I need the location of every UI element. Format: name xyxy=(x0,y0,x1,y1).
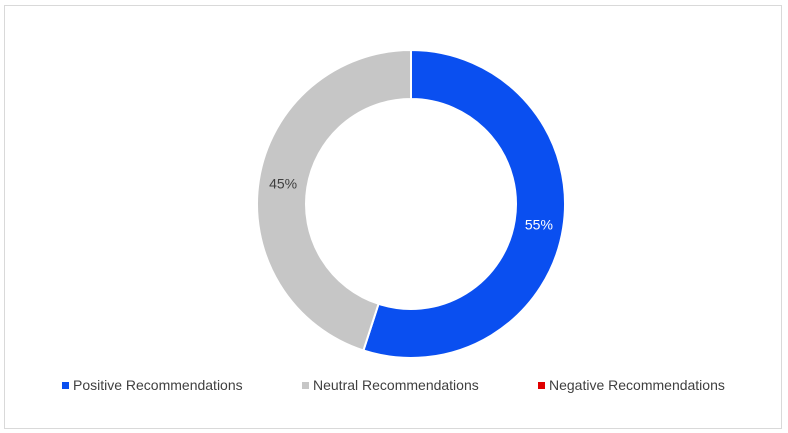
legend-item-neutral: Neutral Recommendations xyxy=(302,377,479,393)
legend: Positive Recommendations Neutral Recomme… xyxy=(0,377,788,397)
legend-label-neutral: Neutral Recommendations xyxy=(313,377,479,393)
donut-slice-neutral-recommendations xyxy=(256,48,412,352)
donut-slice-positive-recommendations xyxy=(362,48,566,359)
legend-label-positive: Positive Recommendations xyxy=(73,377,243,393)
legend-item-positive: Positive Recommendations xyxy=(62,377,243,393)
legend-swatch-positive xyxy=(62,381,69,389)
legend-item-negative: Negative Recommendations xyxy=(538,377,725,393)
data-label-neutral-recommendations: 45% xyxy=(269,176,297,192)
data-label-positive-recommendations: 55% xyxy=(525,216,553,232)
legend-label-negative: Negative Recommendations xyxy=(549,377,725,393)
legend-swatch-neutral xyxy=(302,381,309,389)
legend-swatch-negative xyxy=(538,381,545,389)
